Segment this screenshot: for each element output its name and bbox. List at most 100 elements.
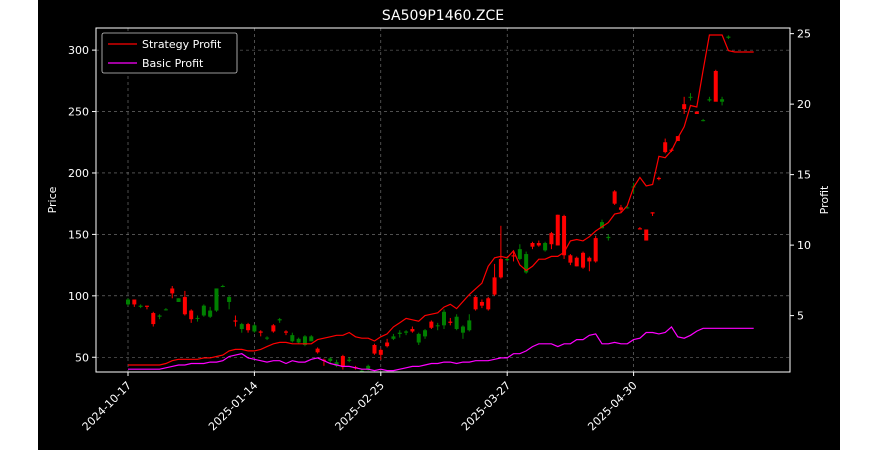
candle-body [562,215,567,256]
candle-body [151,313,156,325]
candle-body [593,238,598,262]
candle-body [201,305,206,316]
candle-body [549,233,554,245]
candle-body [568,255,573,263]
candle-body [524,254,529,273]
candle-body [208,310,213,317]
candle-body [606,236,611,239]
candle-body [163,309,168,311]
candle-body [442,311,446,326]
candle-body [656,177,661,180]
candle-body [555,214,560,246]
candle-body [189,310,194,320]
candle-body [530,243,535,247]
candle-body [701,120,706,122]
y-tick-label: 300 [68,44,89,57]
y-axis-label: Price [46,186,59,213]
candle-body [347,359,352,361]
candle-body [296,338,301,343]
candle-body [227,297,232,302]
candle-body [176,298,181,302]
candle-body [385,342,390,347]
y2-tick-label: 20 [797,98,811,111]
candle-body [423,330,428,337]
y2-tick-label: 25 [797,28,811,41]
candle-body [486,298,491,310]
x-tick-label: 2025-01-14 [206,379,260,433]
candle-body [372,344,377,354]
candle-body [448,321,453,323]
x-tick-label: 2025-04-30 [585,379,639,433]
candle-body [694,111,699,114]
profit-lines [128,34,754,372]
candle-body [726,36,731,38]
candle-body [429,321,434,328]
candle-body [581,252,586,268]
basic-profit-line [128,325,754,372]
candle-body [378,349,383,355]
candle-body [460,326,465,333]
candle-body [182,297,187,315]
candle-body [233,320,238,322]
candle-body [536,243,541,246]
candle-body [157,315,162,317]
candle-body [707,99,712,101]
y2-axis-label: Profit [818,185,831,214]
candle-body [284,331,288,333]
candle-body [246,324,251,331]
candle-body [144,305,149,307]
candle-body [126,299,130,305]
candle-body [195,317,200,319]
candle-body [416,333,421,343]
candle-body [258,331,263,333]
candle-body [391,336,396,339]
candle-body [498,258,503,278]
candle-body [132,299,137,305]
candle-body [618,207,623,210]
candle-body [340,356,345,368]
figure: 50 100 150 200 250 300 5 10 15 20 25 2024-10-17 2025… [38,0,840,450]
candle-body [511,255,516,257]
candle-body [334,362,339,366]
candle-body [720,99,725,102]
plot-frame [95,27,791,373]
candle-body [587,257,592,262]
candle-body [359,370,364,372]
y-tick-label: 250 [68,106,89,119]
candle-body [410,329,415,332]
candle-body [473,297,478,310]
legend-label-basic: Basic Profit [142,57,204,70]
y2-tick-label: 10 [797,239,811,252]
legend-label-strategy: Strategy Profit [142,38,222,51]
y-tick-label: 150 [68,228,89,241]
y2-tick-label: 5 [797,310,804,323]
candle-body [600,222,604,229]
legend: Strategy Profit Basic Profit [101,32,238,74]
x-tick-label: 2025-03-27 [459,379,513,433]
candle-body [277,319,282,321]
candle-body [713,71,718,102]
candle-body [574,257,579,267]
candle-body [517,249,522,259]
candle-body [404,331,409,333]
candle-body [505,258,510,261]
candle-body [435,325,440,327]
candle-body [138,305,143,307]
candle-body [309,336,314,342]
candle-body [644,229,649,241]
candle-body [315,348,320,353]
candle-body [220,286,225,287]
candle-body [214,288,219,311]
candle-body [290,335,295,342]
candle-body [467,320,472,331]
candle-body [479,301,484,306]
strategy-profit-line [128,34,754,366]
candle-body [454,316,459,329]
candle-body [397,332,402,334]
candle-body [492,277,497,295]
candle-body [637,228,642,230]
candle-body [271,325,276,332]
candle-body [265,337,270,339]
x-tick-label: 2024-10-17 [80,379,134,433]
